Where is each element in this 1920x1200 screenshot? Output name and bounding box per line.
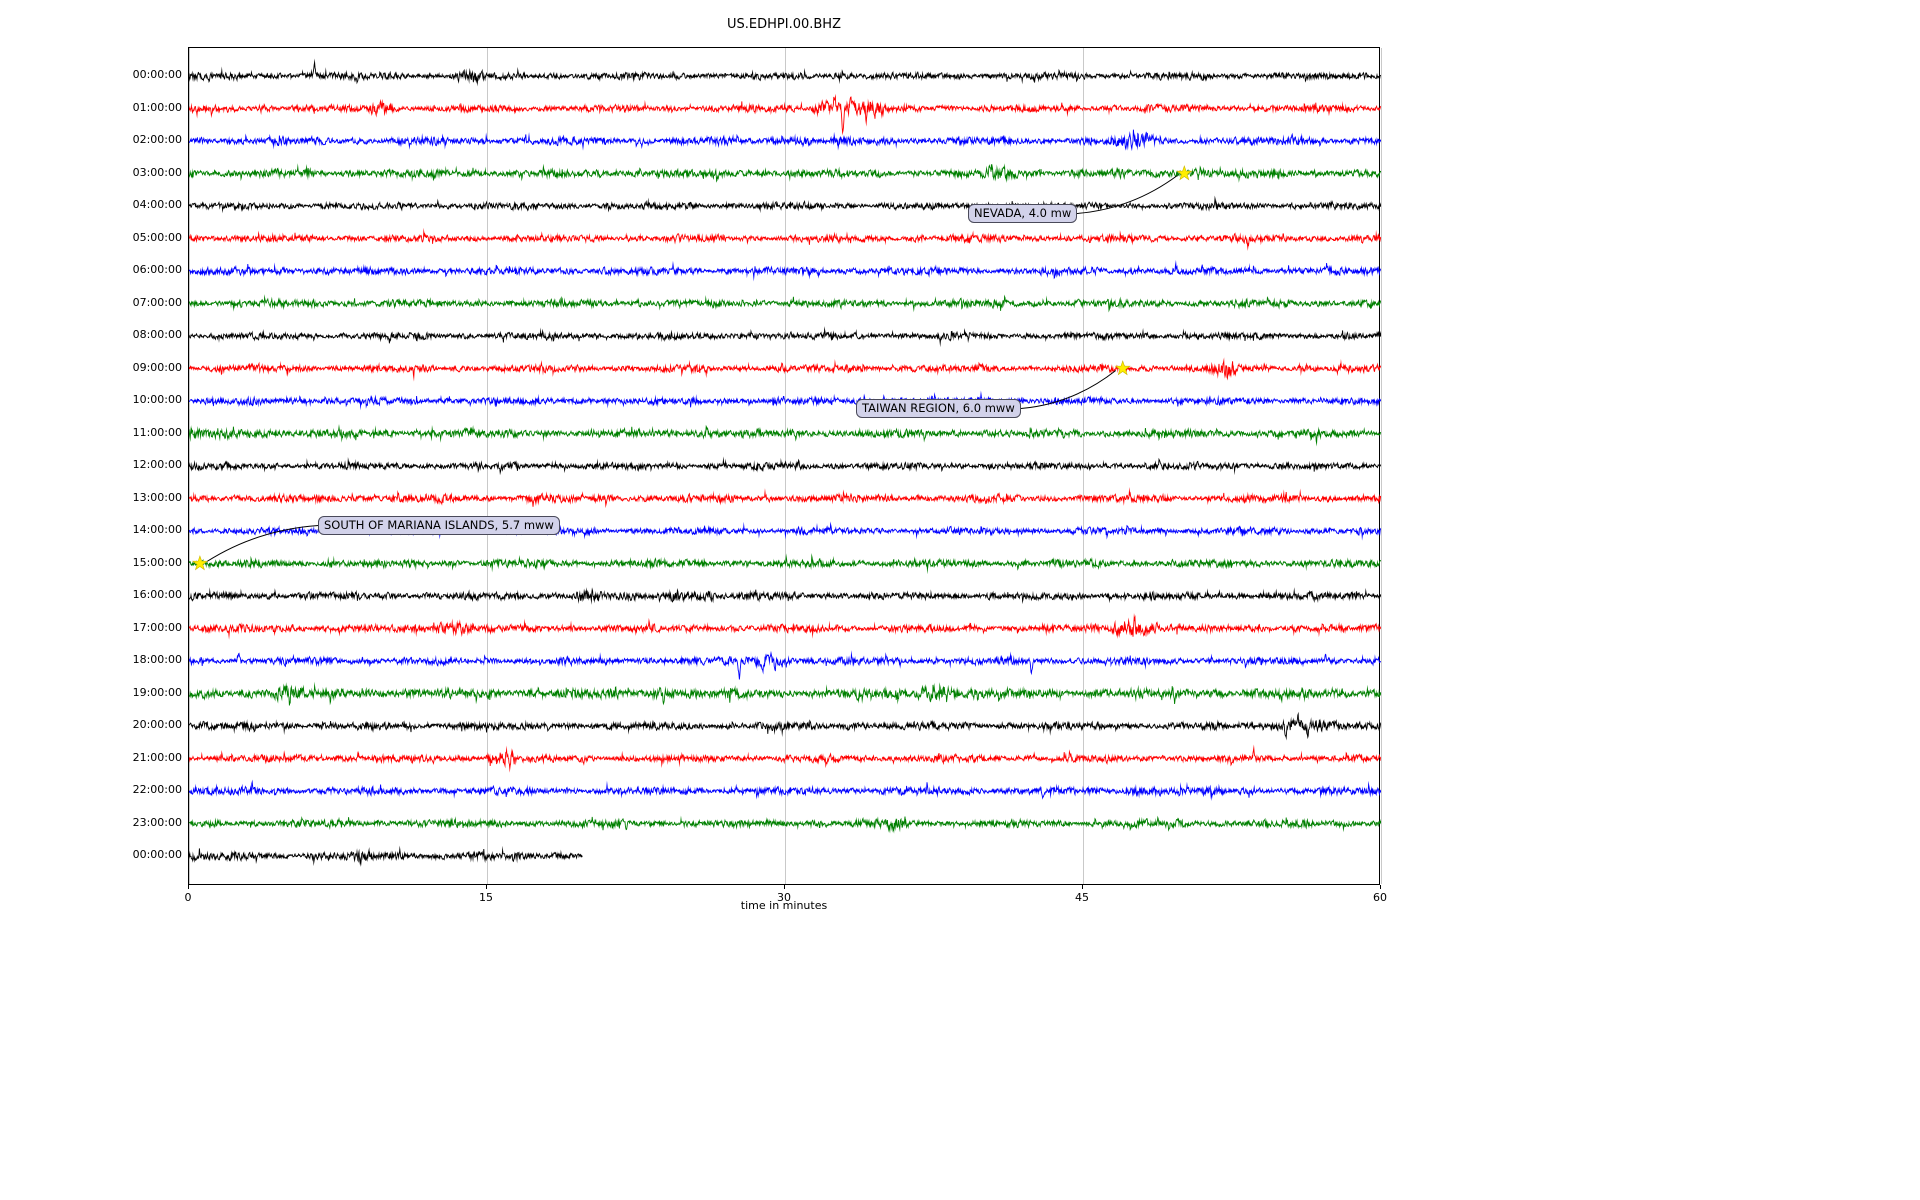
- y-tick-label: 01:00:00: [132, 100, 182, 114]
- x-tick-mark: [188, 885, 189, 889]
- y-tick-label: 10:00:00: [132, 393, 182, 406]
- y-tick-label: 18:00:00: [132, 653, 182, 666]
- y-tick-label: 03:00:00: [132, 165, 182, 179]
- event-star-icon: [1176, 165, 1193, 181]
- event-connector-line: [206, 525, 319, 562]
- y-tick-label: 20:00:00: [132, 718, 182, 731]
- x-tick-label: 30: [777, 891, 791, 904]
- x-tick-label: 60: [1373, 891, 1387, 904]
- x-tick-label: 15: [479, 891, 493, 904]
- y-tick-label: 00:00:00: [132, 68, 182, 81]
- event-connector-line: [1076, 175, 1178, 214]
- y-tick-label: 16:00:00: [132, 588, 182, 601]
- y-tick-label: 07:00:00: [132, 295, 182, 309]
- y-tick-label: 17:00:00: [132, 620, 182, 634]
- x-tick-mark: [486, 885, 487, 889]
- y-tick-label: 14:00:00: [132, 523, 182, 536]
- x-tick-mark: [1082, 885, 1083, 889]
- y-tick-label: 11:00:00: [132, 425, 182, 439]
- event-connector-line: [1020, 370, 1117, 409]
- y-tick-label: 00:00:00: [132, 848, 182, 861]
- event-label: NEVADA, 4.0 mw: [968, 204, 1078, 223]
- chart-title: US.EDHPI.00.BHZ: [727, 17, 841, 32]
- event-label: TAIWAN REGION, 6.0 mww: [856, 399, 1021, 418]
- grid-line: [1380, 48, 1382, 884]
- y-tick-label: 05:00:00: [132, 230, 182, 244]
- y-tick-label: 21:00:00: [132, 750, 182, 764]
- y-tick-label: 15:00:00: [132, 555, 182, 569]
- event-label: SOUTH OF MARIANA ISLANDS, 5.7 mww: [318, 516, 560, 535]
- y-tick-label: 23:00:00: [132, 815, 182, 829]
- event-star-icon: [191, 555, 208, 571]
- event-star-icon: [1114, 360, 1131, 376]
- plot-area: NEVADA, 4.0 mw TAIWAN REGION, 6.0 mww SOUT…: [188, 47, 1382, 886]
- y-tick-label: 06:00:00: [132, 263, 182, 276]
- y-tick-label: 09:00:00: [132, 360, 182, 374]
- y-tick-label: 08:00:00: [132, 328, 182, 341]
- y-tick-label: 19:00:00: [132, 685, 182, 699]
- y-tick-label: 12:00:00: [132, 458, 182, 471]
- y-tick-label: 22:00:00: [132, 783, 182, 796]
- x-tick-label: 0: [184, 891, 192, 904]
- y-tick-label: 04:00:00: [132, 198, 182, 211]
- annotation-overlay: [191, 165, 1193, 571]
- y-tick-label: 13:00:00: [132, 490, 182, 504]
- x-tick-mark: [1380, 885, 1381, 889]
- x-tick-label: 45: [1075, 891, 1089, 904]
- x-tick-mark: [784, 885, 785, 889]
- y-tick-label: 02:00:00: [132, 133, 182, 146]
- x-axis-label: time in minutes: [740, 899, 828, 912]
- waveform-canvas: [189, 48, 1381, 886]
